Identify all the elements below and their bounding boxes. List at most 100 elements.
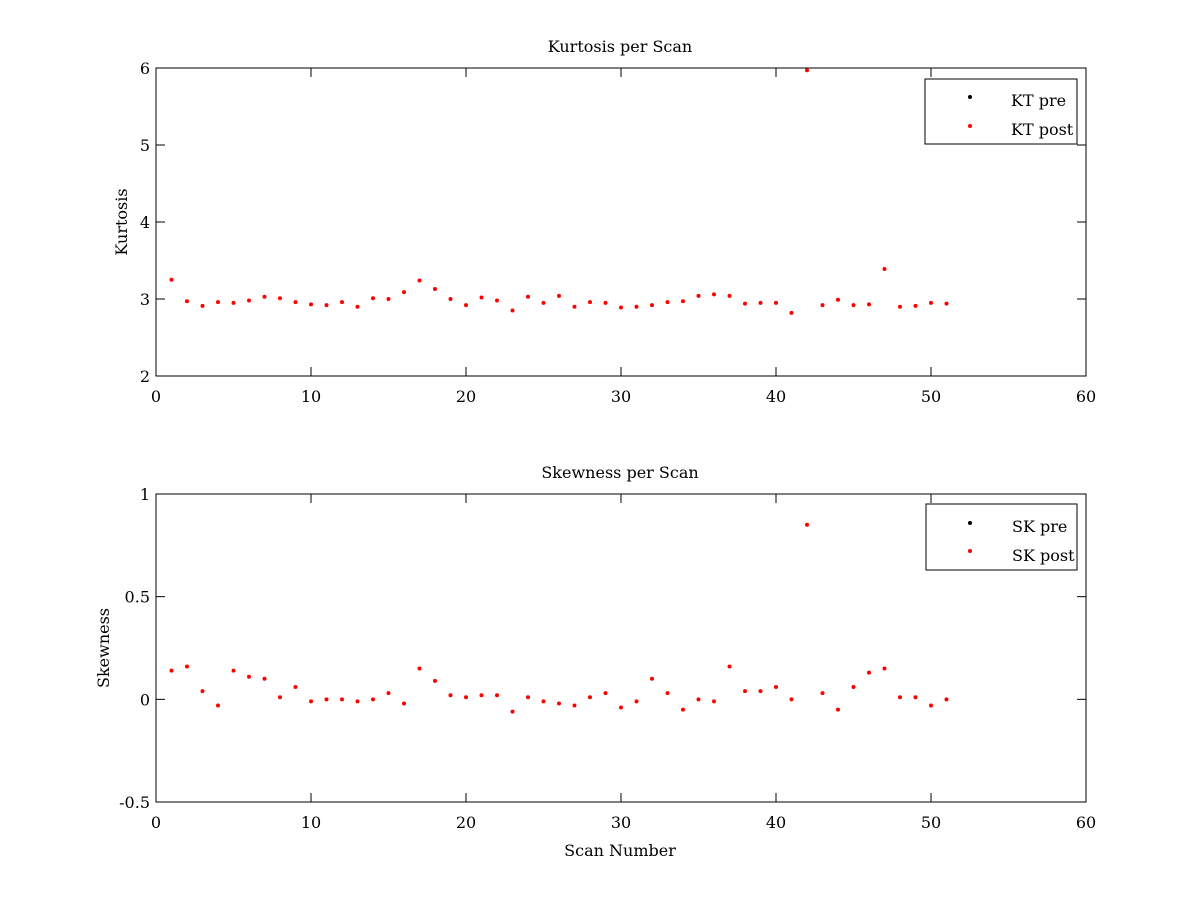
kurtosis-ytick-label: 3: [140, 290, 150, 309]
kurtosis-point-post: [417, 278, 422, 283]
kurtosis-title: Kurtosis per Scan: [548, 37, 692, 56]
skewness-ytick-label: 0.5: [125, 588, 150, 607]
kurtosis-subplot: Kurtosis per Scan Kurtosis 0 10 20 30 40 50 60…: [112, 37, 1096, 406]
kurtosis-point-post: [634, 304, 639, 309]
kurtosis-point-post: [743, 301, 747, 306]
kurtosis-point-post: [712, 292, 716, 297]
kurtosis-ytick-label: 5: [140, 136, 150, 155]
kurtosis-point-post: [944, 301, 949, 306]
legend-label-sk-pre: SK pre: [1012, 517, 1067, 536]
kurtosis-point-post: [247, 298, 251, 303]
skewness-xtick-label: 20: [456, 813, 476, 832]
kurtosis-point-post: [882, 266, 887, 271]
kurtosis-point-post: [665, 300, 670, 305]
kurtosis-xtick-label: 10: [301, 387, 321, 406]
kurtosis-point-post: [913, 303, 918, 308]
skewness-point-post: [634, 699, 639, 704]
skewness-xtick-label: 10: [301, 813, 321, 832]
kurtosis-point-post: [789, 310, 794, 315]
kurtosis-ylabel: Kurtosis: [112, 188, 131, 255]
skewness-point-post: [820, 691, 825, 696]
skewness-point-post: [913, 695, 918, 700]
skewness-point-post: [681, 707, 685, 712]
skewness-xtick-label: 40: [766, 813, 786, 832]
kurtosis-point-post: [169, 277, 174, 282]
kurtosis-point-post: [479, 295, 484, 300]
legend-label-sk-post: SK post: [1012, 546, 1075, 565]
skewness-legend: SK pre SK post: [925, 503, 1078, 571]
skewness-point-post: [727, 664, 732, 669]
kurtosis-point-post: [650, 303, 654, 308]
kurtosis-point-post: [541, 300, 546, 305]
skewness-point-post: [944, 697, 949, 702]
kurtosis-point-post: [386, 297, 391, 301]
legend-marker-kt-post: [968, 124, 972, 128]
skewness-point-post: [510, 709, 515, 714]
kurtosis-point-post: [324, 303, 329, 308]
legend-marker-sk-pre: [968, 521, 972, 525]
skewness-point-post: [231, 668, 236, 673]
skewness-point-post: [665, 691, 670, 696]
skewness-point-post: [340, 697, 344, 702]
kurtosis-point-post: [185, 299, 189, 304]
skewness-point-post: [433, 678, 437, 683]
kurtosis-point-post: [355, 304, 360, 309]
skewness-point-post: [200, 689, 205, 694]
skewness-point-post: [371, 697, 375, 702]
skewness-point-post: [247, 674, 251, 679]
skewness-point-post: [262, 676, 267, 681]
kurtosis-point-post: [340, 300, 344, 305]
skewness-point-post: [743, 689, 747, 694]
skewness-subplot: Skewness per Scan Skewness Scan Number 0…: [94, 463, 1096, 860]
kurtosis-ytick-label: 6: [140, 59, 150, 78]
kurtosis-point-post: [526, 294, 530, 299]
kurtosis-point-post: [309, 302, 313, 307]
kurtosis-point-post: [603, 300, 608, 305]
kurtosis-point-post: [510, 308, 515, 313]
kurtosis-point-post: [433, 286, 437, 291]
skewness-points: [169, 522, 949, 714]
skewness-point-post: [417, 666, 422, 671]
skewness-point-post: [169, 668, 174, 673]
skewness-point-post: [386, 691, 391, 696]
skewness-title: Skewness per Scan: [541, 463, 698, 482]
skewness-point-post: [464, 695, 468, 700]
legend-marker-sk-post: [968, 549, 972, 553]
kurtosis-xtick-label: 50: [921, 387, 941, 406]
skewness-point-post: [402, 701, 406, 706]
legend-marker-kt-pre: [968, 95, 972, 99]
kurtosis-point-post: [495, 298, 499, 303]
skewness-point-post: [774, 685, 778, 690]
kurtosis-point-post: [293, 300, 298, 305]
skewness-ytick-label: -0.5: [119, 793, 150, 812]
skewness-ylabel: Skewness: [94, 608, 113, 688]
kurtosis-point-post: [836, 297, 840, 302]
kurtosis-xtick-label: 0: [151, 387, 161, 406]
skewness-xtick-label: 0: [151, 813, 161, 832]
skewness-ticks: 0 10 20 30 40 50 60-0.500.51: [119, 485, 1096, 832]
kurtosis-point-post: [805, 68, 809, 73]
skewness-point-post: [836, 707, 840, 712]
skewness-point-post: [309, 699, 313, 704]
kurtosis-point-post: [557, 293, 561, 298]
kurtosis-ticks: 0 10 20 30 40 50 60 2 3 4 5 6: [140, 59, 1096, 406]
kurtosis-point-post: [448, 297, 453, 301]
kurtosis-point-post: [231, 300, 236, 305]
skewness-point-post: [603, 691, 608, 696]
skewness-point-post: [185, 664, 189, 669]
skewness-point-post: [867, 670, 871, 675]
kurtosis-point-post: [572, 304, 577, 309]
skewness-point-post: [712, 699, 716, 704]
skewness-xtick-label: 50: [921, 813, 941, 832]
skewness-point-post: [495, 693, 499, 698]
skewness-point-post: [216, 703, 220, 708]
skewness-point-post: [278, 695, 282, 700]
skewness-point-post: [650, 676, 654, 681]
kurtosis-point-post: [588, 300, 592, 305]
kurtosis-point-post: [278, 296, 282, 301]
skewness-point-post: [293, 685, 298, 690]
skewness-ytick-label: 0: [140, 690, 150, 709]
kurtosis-xtick-label: 40: [766, 387, 786, 406]
skewness-point-post: [758, 689, 763, 694]
